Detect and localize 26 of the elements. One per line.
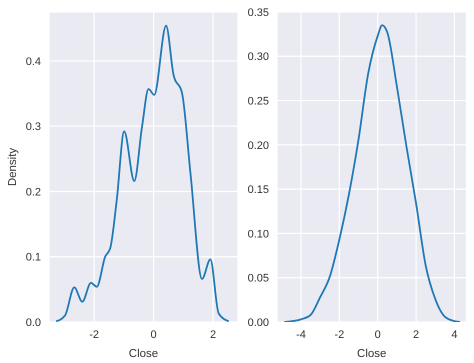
line-series <box>283 24 462 322</box>
x-tick-label: -2 <box>89 328 100 341</box>
x-tick-label: 4 <box>451 328 458 341</box>
y-tick-label: 0.2 <box>26 186 41 198</box>
y-tick-label: 0.05 <box>248 272 269 285</box>
x-tick-label: 2 <box>210 328 216 341</box>
line-series <box>55 24 230 322</box>
y-tick-label: 0.4 <box>26 56 41 68</box>
y-tick-label: 0.15 <box>248 184 269 196</box>
x-tick-label: -4 <box>296 328 306 341</box>
y-tick-label: 0.35 <box>248 6 269 19</box>
y-axis-title: Density <box>7 148 20 186</box>
x-tick-label: 2 <box>412 328 420 341</box>
y-tick-label: 0.3 <box>26 121 41 134</box>
y-tick-label: 0.20 <box>248 140 269 152</box>
x-axis-title: Close <box>128 348 158 360</box>
x-tick-label: 0 <box>150 328 157 341</box>
y-tick-label: 0.0 <box>26 316 41 329</box>
x-tick-label: 0 <box>374 328 381 341</box>
y-tick-label: 0.00 <box>248 316 269 329</box>
y-tick-label: 0.10 <box>248 228 269 240</box>
x-axis-title: Close <box>357 348 386 360</box>
y-tick-label: 0.25 <box>248 95 269 108</box>
y-tick-label: 0.30 <box>248 51 269 64</box>
x-tick-label: -2 <box>334 328 344 341</box>
y-tick-label: 0.1 <box>26 252 41 264</box>
